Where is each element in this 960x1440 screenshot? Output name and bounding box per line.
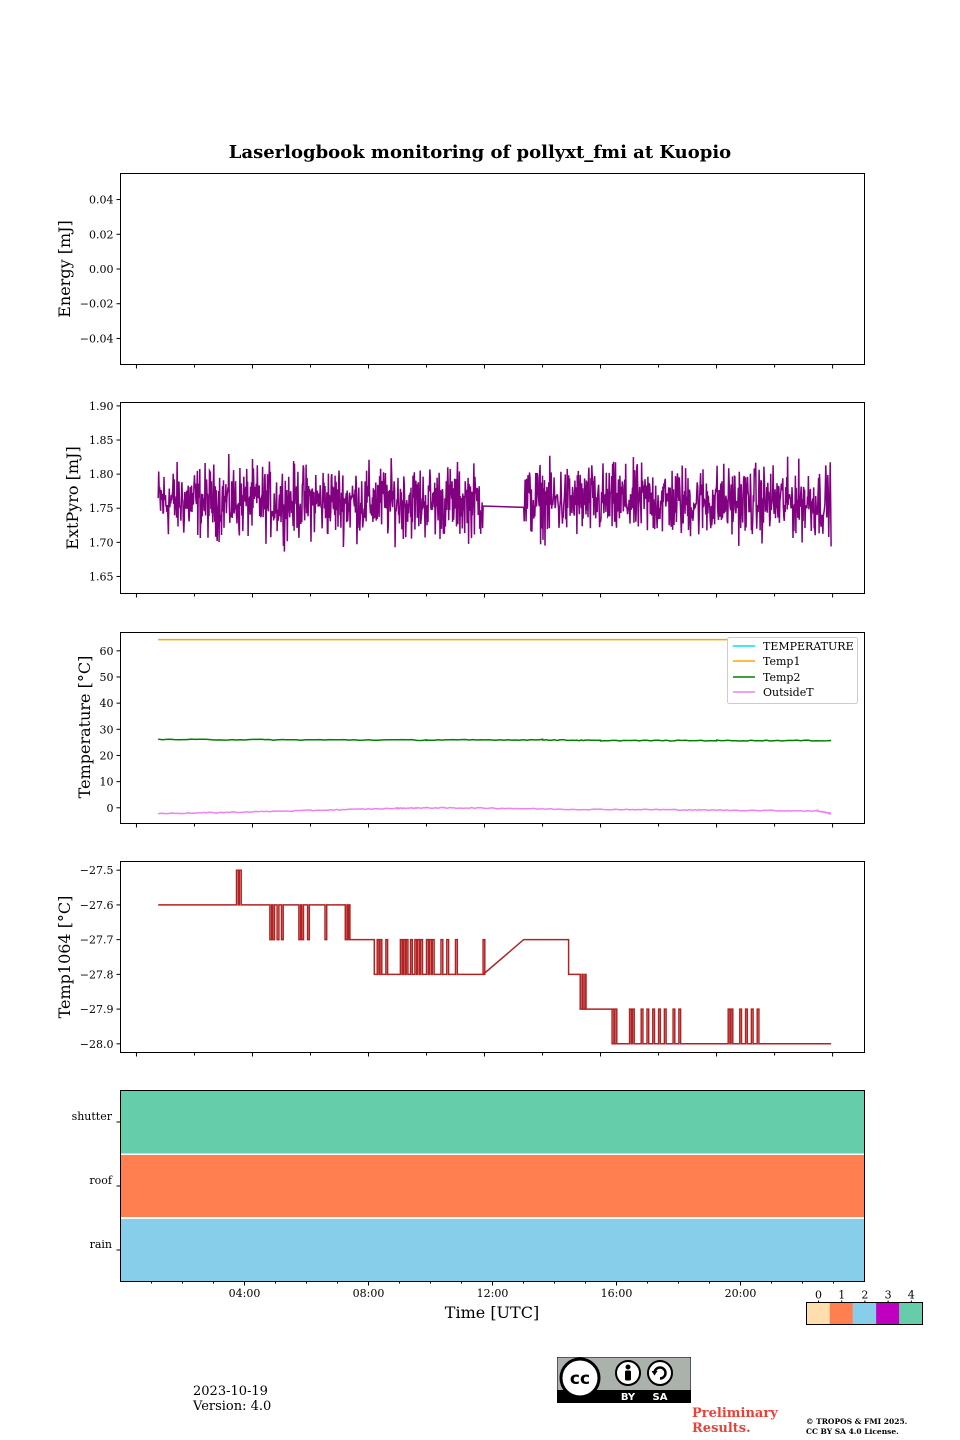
temp2-series-line — [158, 738, 832, 742]
y-tick-label: −28.0 — [80, 1038, 114, 1051]
y-tick-label: 1.75 — [89, 502, 114, 515]
colorbar-frame — [806, 1302, 923, 1325]
y-tick-label: 20 — [100, 749, 114, 762]
y-tick-label: 1.85 — [89, 434, 114, 447]
colorbar-tick-label: 0 — [815, 1289, 822, 1302]
y-tick-label: 0 — [107, 802, 114, 815]
y-tick-label: −27.7 — [80, 934, 114, 947]
status-row-roof — [120, 1155, 865, 1217]
y-tick-label: −27.6 — [80, 899, 114, 912]
time-xlabel: Time [UTC] — [445, 1303, 539, 1322]
energy-panel: 0.04 0.02 0.00 −0.02 −0.04 Energy [mJ] — [55, 173, 865, 369]
colorbar-tick-label: 3 — [885, 1289, 892, 1302]
temperature-legend: TEMPERATURE Temp1 Temp2 OutsideT — [727, 637, 858, 704]
extpyro-panel: 1.90 1.85 1.80 1.75 1.70 1.65 ExtPyro [mJ] — [63, 400, 865, 598]
y-tick-label: 10 — [100, 776, 114, 789]
status-row-labels: shutter roof rain — [72, 1110, 121, 1251]
temperature-x-ticks — [135, 823, 834, 828]
temperature-panel: 60 50 40 30 20 10 0 Temperature [°C] TEMPERATU… — [75, 632, 865, 828]
colorbar-tick-label: 2 — [861, 1289, 868, 1302]
temperature-axes-frame — [120, 632, 865, 824]
y-tick-label: −0.04 — [80, 332, 114, 345]
extpyro-series-line — [157, 453, 832, 552]
by-label: BY — [621, 1392, 636, 1403]
extpyro-y-ticks: 1.90 1.85 1.80 1.75 1.70 1.65 — [89, 400, 121, 583]
temp1064-x-ticks — [135, 1052, 834, 1057]
cc-circle-icon — [559, 1357, 601, 1399]
temp1064-axes-frame — [120, 861, 865, 1053]
y-tick-label: 0.02 — [89, 228, 114, 241]
preliminary-results-label: Preliminary Results. — [692, 1406, 778, 1436]
cc-glyph: cc — [570, 1369, 590, 1389]
legend-label-temp1: Temp1 — [763, 655, 800, 668]
temperature-y-ticks: 60 50 40 30 20 10 0 — [100, 645, 121, 815]
y-tick-label: 40 — [100, 697, 114, 710]
x-tick-label: 08:00 — [353, 1287, 385, 1300]
status-colorbar: 0 1 2 3 4 — [806, 1289, 923, 1325]
extpyro-axes-frame — [120, 402, 865, 594]
energy-axes-frame — [120, 173, 865, 365]
legend-box — [727, 637, 858, 704]
colorbar-swatch-4 — [899, 1302, 923, 1325]
colorbar-tick-label: 1 — [838, 1289, 845, 1302]
x-tick-label: 04:00 — [229, 1287, 261, 1300]
y-tick-label: −0.02 — [80, 298, 114, 311]
cc-license-badge: cc BY SA — [557, 1357, 691, 1403]
energy-y-ticks: 0.04 0.02 0.00 −0.02 −0.04 — [80, 194, 121, 345]
colorbar-swatch-3 — [876, 1302, 900, 1325]
sa-share-alike-icon — [647, 1360, 673, 1386]
version-label: Version: 4.0 — [193, 1399, 272, 1414]
colorbar-tick-label: 4 — [908, 1289, 915, 1302]
energy-x-ticks — [135, 364, 834, 369]
status-x-ticks: 04:00 08:00 12:00 16:00 20:00 — [151, 1281, 834, 1300]
extpyro-ylabel: ExtPyro [mJ] — [63, 446, 82, 549]
y-tick-label: 50 — [100, 671, 114, 684]
copyright-line-2: CC BY SA 4.0 License. — [806, 1427, 899, 1436]
y-tick-label: 1.90 — [89, 400, 114, 413]
colorbar-swatch-2 — [852, 1302, 877, 1325]
y-tick-label: 30 — [100, 723, 114, 736]
legend-label-temperature: TEMPERATURE — [763, 640, 854, 653]
y-tick-label: −27.5 — [80, 864, 114, 877]
copyright-line-1: © TROPOS & FMI 2025. — [806, 1417, 908, 1426]
colorbar-swatch-0 — [806, 1302, 830, 1325]
outsidet-series-line — [158, 806, 832, 816]
status-panel: shutter roof rain 04:00 08:00 12:00 16:00 20:0… — [72, 1090, 865, 1322]
y-tick-label: 1.80 — [89, 468, 114, 481]
extpyro-x-ticks — [135, 593, 834, 598]
status-row-label: shutter — [72, 1110, 113, 1123]
status-row-label: rain — [90, 1238, 112, 1251]
y-tick-label: 1.70 — [89, 536, 114, 549]
status-row-label: roof — [89, 1174, 113, 1187]
energy-ylabel: Energy [mJ] — [55, 220, 74, 318]
temp1064-y-ticks: −27.5 −27.6 −27.7 −27.8 −27.9 −28.0 — [80, 864, 121, 1051]
temp1064-series-line — [158, 869, 832, 1045]
sa-label: SA — [653, 1392, 668, 1403]
y-tick-label: 0.00 — [89, 263, 114, 276]
chart-title: Laserlogbook monitoring of pollyxt_fmi a… — [229, 142, 731, 163]
y-tick-label: 1.65 — [89, 570, 114, 583]
x-tick-label: 20:00 — [725, 1287, 757, 1300]
x-tick-label: 12:00 — [477, 1287, 509, 1300]
status-row-shutter — [120, 1090, 865, 1154]
y-tick-label: −27.9 — [80, 1003, 114, 1016]
legend-label-outsidet: OutsideT — [763, 686, 814, 699]
x-tick-label: 16:00 — [601, 1287, 633, 1300]
legend-label-temp2: Temp2 — [763, 671, 800, 684]
temp1064-ylabel: Temp1064 [°C] — [55, 896, 74, 1019]
colorbar-swatch-1 — [829, 1302, 853, 1325]
temperature-ylabel: Temperature [°C] — [75, 656, 94, 799]
temp1064-panel: −27.5 −27.6 −27.7 −27.8 −27.9 −28.0 Temp1064 … — [55, 861, 865, 1057]
y-tick-label: 60 — [100, 645, 114, 658]
copyright-notice: © TROPOS & FMI 2025. CC BY SA 4.0 Licens… — [806, 1417, 956, 1437]
date-label: 2023-10-19 — [193, 1384, 268, 1399]
y-tick-label: 0.04 — [89, 194, 114, 207]
y-tick-label: −27.8 — [80, 968, 114, 981]
status-row-rain — [120, 1219, 865, 1282]
